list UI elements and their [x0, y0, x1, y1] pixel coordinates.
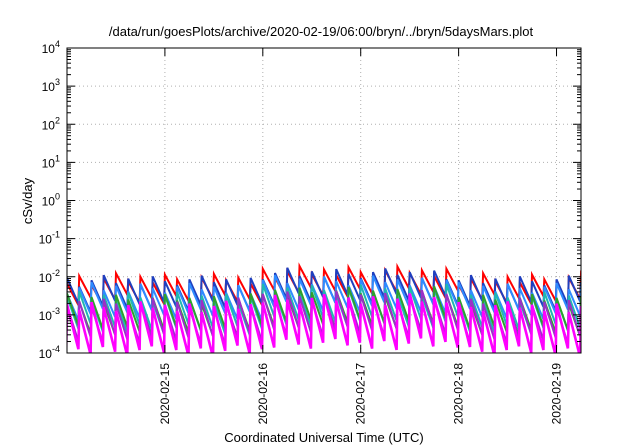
- series-line-1: [67, 262, 581, 311]
- y-tick-label: 101: [42, 153, 60, 170]
- series-line-7: [67, 293, 581, 353]
- series-line-3: [67, 274, 581, 321]
- y-tick-label: 104: [42, 39, 60, 56]
- x-tick-label: 2020-02-18: [452, 363, 466, 425]
- y-tick-label: 10-3: [39, 306, 60, 323]
- x-axis-title: Coordinated Universal Time (UTC): [224, 430, 423, 445]
- y-tick-label: 103: [42, 77, 60, 94]
- x-tick-label: 2020-02-15: [158, 363, 172, 425]
- y-tick-label: 100: [42, 192, 60, 209]
- grid-layer: [67, 48, 581, 353]
- x-tick-label: 2020-02-17: [354, 363, 368, 425]
- y-tick-label: 10-4: [39, 344, 60, 361]
- x-tick-label: 2020-02-19: [550, 363, 564, 425]
- series-layer: [67, 262, 581, 353]
- x-tick-labels: 2020-02-15 2020-02-16 2020-02-17 2020-02-18…: [158, 363, 564, 425]
- y-axis-title: cSv/day: [20, 177, 35, 224]
- plot-area: [67, 262, 581, 353]
- x-tick-label: 2020-02-16: [256, 363, 270, 425]
- y-tick-label: 10-2: [39, 268, 60, 285]
- y-tick-label: 10-1: [39, 230, 60, 247]
- y-tick-labels: 10-4 10-3 10-2 10-1 100 101 102 103 104: [39, 39, 60, 361]
- tick-layer: [67, 47, 581, 354]
- chart-title: /data/run/goesPlots/archive/2020-02-19/0…: [109, 24, 534, 39]
- y-tick-label: 102: [42, 115, 60, 132]
- series-line-4: [67, 283, 581, 336]
